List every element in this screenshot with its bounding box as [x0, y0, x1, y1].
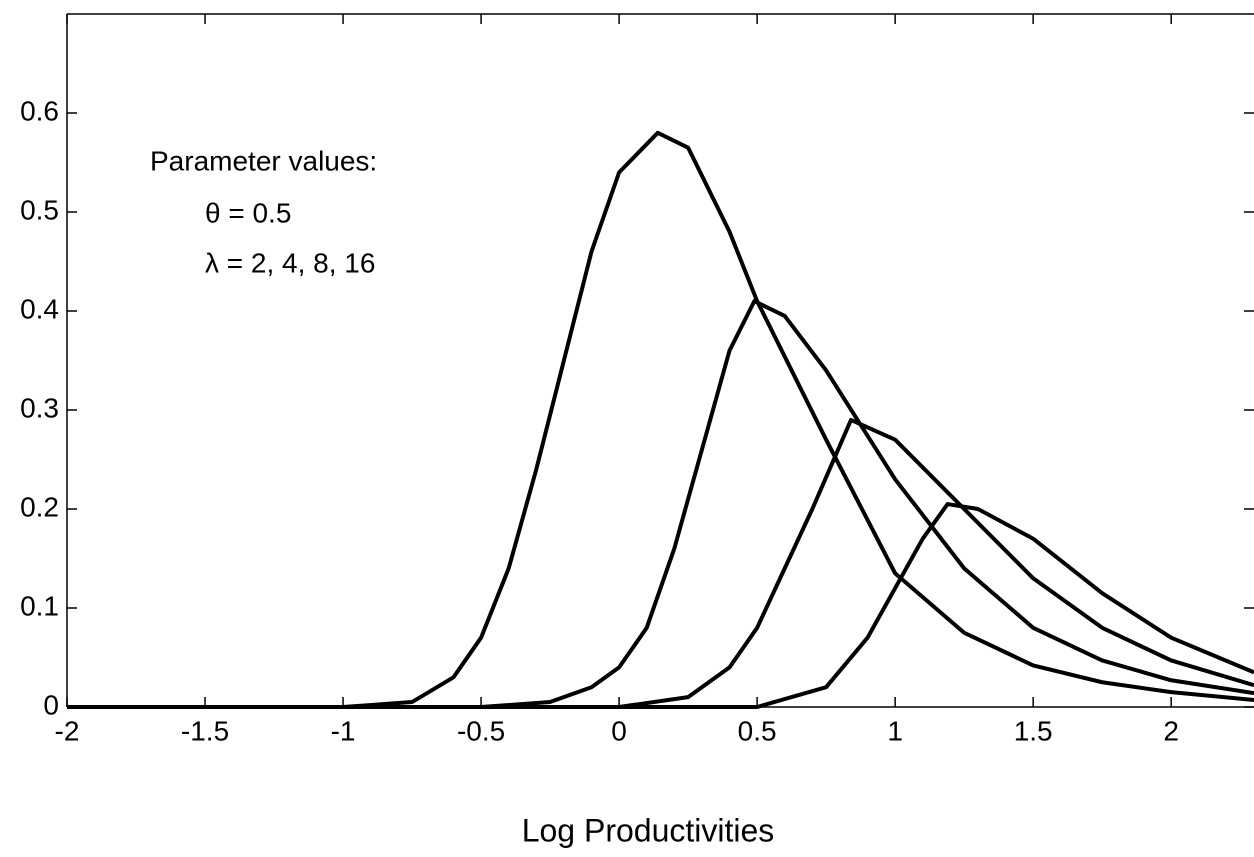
line-series — [67, 130, 1254, 709]
annotation: λ = 2, 4, 8, 16 — [205, 247, 375, 278]
line-series — [67, 299, 1254, 709]
y-tick-label: 0.1 — [20, 590, 59, 621]
x-tick-label: 0 — [611, 715, 627, 746]
x-tick-label: 1 — [887, 715, 903, 746]
x-tick-label: -1.5 — [181, 715, 229, 746]
x-tick-label: 1.5 — [1014, 715, 1053, 746]
x-tick-label: -2 — [55, 715, 80, 746]
x-tick-label: 2 — [1163, 715, 1179, 746]
y-tick-label: 0.6 — [20, 95, 59, 126]
x-axis-label: Log Productivities — [522, 812, 775, 848]
annotation: θ = 0.5 — [205, 197, 291, 228]
x-tick-label: -1 — [331, 715, 356, 746]
x-tick-label: -0.5 — [457, 715, 505, 746]
y-tick-label: 0.2 — [20, 491, 59, 522]
y-tick-label: 0.4 — [20, 293, 59, 324]
annotation: Parameter values: — [150, 145, 377, 176]
y-tick-label: 0.3 — [20, 392, 59, 423]
y-tick-label: 0.5 — [20, 194, 59, 225]
line-series — [67, 417, 1254, 709]
x-tick-label: 0.5 — [738, 715, 777, 746]
y-tick-label: 0 — [43, 689, 59, 720]
line-series — [67, 502, 1254, 709]
